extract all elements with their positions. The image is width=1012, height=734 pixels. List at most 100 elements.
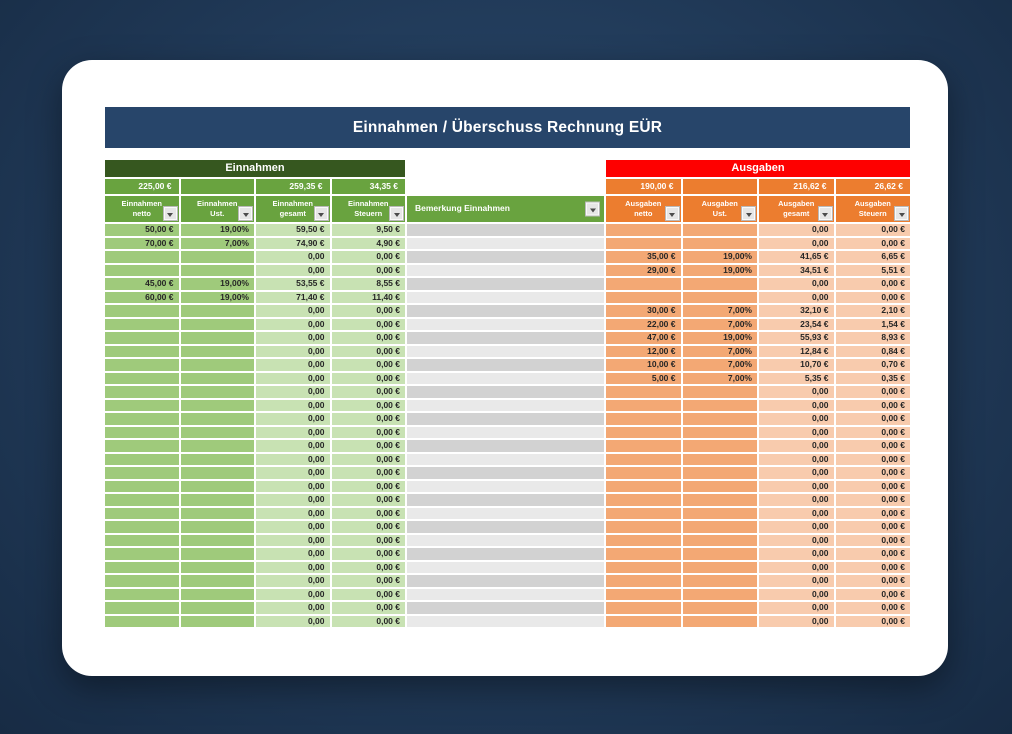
cell-ausgaben-netto[interactable]	[606, 494, 681, 506]
cell-einnahmen-steuern[interactable]: 0,00 €	[331, 413, 405, 425]
total-einnahmen-gesamt[interactable]: 259,35 €	[256, 179, 330, 194]
cell-ausgaben-gesamt[interactable]: 0,00	[759, 224, 834, 236]
total-ausgaben-netto[interactable]: 190,00 €	[606, 179, 681, 194]
cell-einnahmen-ust[interactable]	[180, 480, 254, 492]
cell-bemerkung-einnahmen[interactable]	[407, 332, 604, 344]
cell-ausgaben-ust[interactable]: 7,00%	[682, 372, 757, 384]
cell-bemerkung-einnahmen[interactable]	[407, 413, 604, 425]
cell-ausgaben-netto[interactable]	[606, 453, 681, 465]
cell-ausgaben-steuern[interactable]: 0,00 €	[835, 507, 910, 519]
cell-bemerkung-einnahmen[interactable]	[407, 278, 604, 290]
cell-ausgaben-netto[interactable]	[606, 467, 681, 479]
cell-bemerkung-einnahmen[interactable]	[407, 359, 604, 371]
cell-einnahmen-gesamt[interactable]: 0,00	[256, 332, 330, 344]
cell-ausgaben-netto[interactable]: 30,00 €	[606, 305, 681, 317]
cell-einnahmen-netto[interactable]: 60,00 €	[105, 291, 179, 303]
cell-ausgaben-ust[interactable]: 19,00%	[682, 251, 757, 263]
cell-ausgaben-netto[interactable]	[606, 548, 681, 560]
cell-einnahmen-netto[interactable]	[105, 467, 179, 479]
cell-ausgaben-gesamt[interactable]: 0,00	[759, 453, 834, 465]
cell-einnahmen-ust[interactable]	[180, 561, 254, 573]
cell-bemerkung-einnahmen[interactable]	[407, 251, 604, 263]
cell-ausgaben-steuern[interactable]: 0,00 €	[835, 237, 910, 249]
cell-ausgaben-gesamt[interactable]: 34,51 €	[759, 264, 834, 276]
cell-ausgaben-ust[interactable]	[682, 237, 757, 249]
cell-einnahmen-gesamt[interactable]: 0,00	[256, 264, 330, 276]
cell-ausgaben-netto[interactable]: 10,00 €	[606, 359, 681, 371]
cell-einnahmen-gesamt[interactable]: 0,00	[256, 251, 330, 263]
cell-ausgaben-gesamt[interactable]: 23,54 €	[759, 318, 834, 330]
cell-ausgaben-ust[interactable]	[682, 521, 757, 533]
cell-ausgaben-steuern[interactable]: 0,00 €	[835, 399, 910, 411]
cell-einnahmen-steuern[interactable]: 0,00 €	[331, 548, 405, 560]
cell-einnahmen-gesamt[interactable]: 0,00	[256, 615, 330, 627]
cell-einnahmen-steuern[interactable]: 0,00 €	[331, 453, 405, 465]
cell-einnahmen-netto[interactable]	[105, 426, 179, 438]
cell-einnahmen-ust[interactable]	[180, 548, 254, 560]
cell-einnahmen-gesamt[interactable]: 0,00	[256, 372, 330, 384]
cell-ausgaben-steuern[interactable]: 0,00 €	[835, 521, 910, 533]
cell-ausgaben-netto[interactable]	[606, 291, 681, 303]
cell-einnahmen-netto[interactable]: 45,00 €	[105, 278, 179, 290]
cell-ausgaben-netto[interactable]	[606, 615, 681, 627]
cell-bemerkung-einnahmen[interactable]	[407, 480, 604, 492]
filter-dropdown-icon[interactable]	[742, 207, 755, 220]
cell-einnahmen-steuern[interactable]: 0,00 €	[331, 521, 405, 533]
cell-bemerkung-einnahmen[interactable]	[407, 467, 604, 479]
cell-ausgaben-steuern[interactable]: 0,00 €	[835, 224, 910, 236]
cell-ausgaben-gesamt[interactable]: 0,00	[759, 237, 834, 249]
cell-ausgaben-netto[interactable]: 29,00 €	[606, 264, 681, 276]
cell-einnahmen-netto[interactable]	[105, 507, 179, 519]
total-einnahmen-netto[interactable]: 225,00 €	[105, 179, 179, 194]
cell-einnahmen-ust[interactable]	[180, 521, 254, 533]
cell-einnahmen-ust[interactable]	[180, 507, 254, 519]
filter-dropdown-icon[interactable]	[895, 207, 908, 220]
cell-einnahmen-ust[interactable]	[180, 345, 254, 357]
cell-einnahmen-gesamt[interactable]: 0,00	[256, 386, 330, 398]
cell-ausgaben-steuern[interactable]: 0,00 €	[835, 467, 910, 479]
cell-bemerkung-einnahmen[interactable]	[407, 602, 604, 614]
cell-ausgaben-gesamt[interactable]: 0,00	[759, 278, 834, 290]
cell-einnahmen-steuern[interactable]: 0,00 €	[331, 588, 405, 600]
cell-einnahmen-netto[interactable]	[105, 399, 179, 411]
total-einnahmen-steuern[interactable]: 34,35 €	[331, 179, 405, 194]
cell-ausgaben-netto[interactable]	[606, 386, 681, 398]
cell-ausgaben-ust[interactable]	[682, 588, 757, 600]
cell-einnahmen-netto[interactable]	[105, 305, 179, 317]
cell-ausgaben-steuern[interactable]: 0,00 €	[835, 615, 910, 627]
cell-einnahmen-ust[interactable]	[180, 399, 254, 411]
cell-ausgaben-netto[interactable]	[606, 588, 681, 600]
cell-ausgaben-netto[interactable]: 22,00 €	[606, 318, 681, 330]
cell-einnahmen-ust[interactable]: 19,00%	[180, 291, 254, 303]
cell-einnahmen-ust[interactable]	[180, 426, 254, 438]
cell-ausgaben-gesamt[interactable]: 0,00	[759, 561, 834, 573]
cell-ausgaben-ust[interactable]	[682, 386, 757, 398]
cell-einnahmen-ust[interactable]	[180, 453, 254, 465]
cell-bemerkung-einnahmen[interactable]	[407, 372, 604, 384]
cell-ausgaben-gesamt[interactable]: 0,00	[759, 440, 834, 452]
cell-bemerkung-einnahmen[interactable]	[407, 399, 604, 411]
cell-einnahmen-steuern[interactable]: 0,00 €	[331, 467, 405, 479]
cell-ausgaben-gesamt[interactable]: 0,00	[759, 399, 834, 411]
cell-einnahmen-netto[interactable]	[105, 561, 179, 573]
cell-bemerkung-einnahmen[interactable]	[407, 426, 604, 438]
cell-ausgaben-gesamt[interactable]: 41,65 €	[759, 251, 834, 263]
cell-ausgaben-ust[interactable]	[682, 440, 757, 452]
cell-einnahmen-ust[interactable]	[180, 386, 254, 398]
cell-einnahmen-gesamt[interactable]: 0,00	[256, 494, 330, 506]
cell-bemerkung-einnahmen[interactable]	[407, 318, 604, 330]
cell-ausgaben-ust[interactable]: 7,00%	[682, 305, 757, 317]
cell-einnahmen-steuern[interactable]: 0,00 €	[331, 440, 405, 452]
cell-einnahmen-netto[interactable]	[105, 332, 179, 344]
cell-einnahmen-steuern[interactable]: 0,00 €	[331, 575, 405, 587]
filter-dropdown-icon[interactable]	[586, 202, 599, 216]
cell-einnahmen-steuern[interactable]: 0,00 €	[331, 561, 405, 573]
cell-ausgaben-netto[interactable]: 5,00 €	[606, 372, 681, 384]
cell-ausgaben-netto[interactable]	[606, 224, 681, 236]
cell-einnahmen-ust[interactable]	[180, 251, 254, 263]
cell-ausgaben-steuern[interactable]: 0,00 €	[835, 602, 910, 614]
cell-einnahmen-steuern[interactable]: 0,00 €	[331, 399, 405, 411]
cell-einnahmen-ust[interactable]	[180, 372, 254, 384]
cell-ausgaben-steuern[interactable]: 6,65 €	[835, 251, 910, 263]
cell-ausgaben-gesamt[interactable]: 0,00	[759, 480, 834, 492]
